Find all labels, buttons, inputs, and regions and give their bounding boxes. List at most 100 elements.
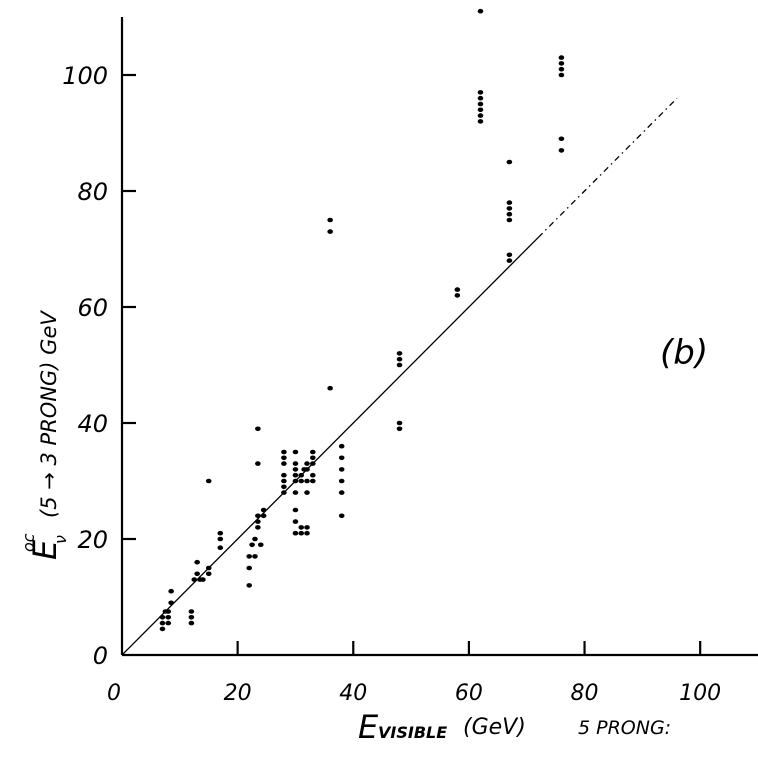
y-tick-label-40: 40 — [77, 410, 108, 438]
y-axis-label-sub: ν — [51, 535, 70, 544]
y-axis-label-main: E — [26, 539, 64, 560]
y-tick-label-100: 100 — [62, 62, 108, 90]
data-point-101 — [558, 72, 565, 78]
data-point-19 — [205, 478, 212, 484]
data-point-99 — [558, 148, 565, 153]
data-point-61 — [304, 478, 310, 484]
data-point-40 — [281, 472, 287, 478]
data-point-72 — [338, 513, 345, 519]
data-point-67 — [310, 455, 316, 461]
y-tick-label-20: 20 — [77, 526, 108, 554]
data-point-35 — [260, 513, 267, 519]
data-point-85 — [477, 119, 484, 124]
data-point-11 — [188, 609, 195, 614]
data-point-79 — [396, 420, 403, 426]
data-point-83 — [454, 293, 461, 298]
data-point-42 — [281, 455, 287, 461]
data-point-37 — [281, 490, 287, 495]
data-point-53 — [298, 530, 305, 536]
data-point-77 — [338, 443, 345, 449]
data-point-90 — [477, 90, 484, 95]
x-axis-label-main: E — [358, 708, 379, 746]
data-point-23 — [246, 583, 252, 588]
data-point-78 — [396, 426, 403, 432]
data-point-14 — [194, 559, 200, 565]
data-point-8 — [168, 588, 174, 594]
x-tick-label-40: 40 — [339, 681, 367, 706]
data-point-44 — [292, 530, 299, 536]
data-point-97 — [506, 200, 513, 205]
data-point-68 — [310, 449, 316, 455]
data-point-33 — [255, 426, 261, 432]
data-point-92 — [506, 258, 513, 263]
data-points — [159, 8, 565, 632]
tick-marks — [122, 73, 702, 655]
reference-line-solid — [121, 236, 539, 656]
data-point-31 — [255, 513, 261, 519]
x-tick-label-60: 60 — [455, 681, 483, 706]
data-point-0 — [159, 626, 166, 632]
data-point-27 — [252, 554, 258, 559]
y-tick-label-80: 80 — [77, 178, 108, 206]
x-tick-label-20: 20 — [224, 681, 252, 706]
data-point-69 — [327, 229, 333, 234]
x-tick-label-0: 0 — [107, 681, 121, 706]
data-point-98 — [506, 159, 513, 165]
data-point-46 — [292, 507, 299, 513]
data-point-84 — [454, 287, 461, 292]
x-tick-label-100: 100 — [679, 681, 721, 706]
data-point-1 — [159, 620, 166, 626]
y-axis-label: E oc ν (5 → 3 PRONG) GeV — [19, 310, 70, 560]
data-point-41 — [281, 461, 287, 466]
data-point-47 — [292, 490, 299, 495]
data-point-43 — [281, 449, 287, 455]
data-point-24 — [246, 565, 252, 571]
data-point-54 — [298, 525, 305, 530]
data-point-65 — [310, 472, 316, 478]
data-point-96 — [506, 206, 513, 211]
data-point-100 — [558, 136, 565, 142]
data-point-56 — [298, 472, 305, 478]
data-point-70 — [327, 217, 333, 223]
data-point-82 — [396, 351, 403, 356]
data-point-75 — [338, 467, 345, 472]
x-axis-label-note: 5 PRONG: — [578, 717, 671, 739]
data-point-66 — [310, 461, 316, 466]
data-point-36 — [260, 507, 267, 513]
data-point-49 — [292, 472, 299, 478]
x-axis-label: E VISIBLE (GeV) 5 PRONG: — [358, 708, 671, 746]
data-point-4 — [165, 620, 172, 626]
data-point-18 — [205, 565, 212, 571]
data-point-63 — [304, 461, 310, 466]
data-point-38 — [281, 484, 287, 490]
data-point-102 — [558, 66, 565, 72]
data-point-12 — [191, 577, 198, 582]
data-point-51 — [292, 461, 299, 466]
x-axis-label-unit: (GeV) — [463, 715, 526, 740]
data-point-26 — [249, 542, 255, 548]
data-point-16 — [200, 577, 206, 582]
data-point-76 — [338, 455, 345, 461]
data-point-48 — [292, 478, 299, 484]
y-axis-label-sup: oc — [19, 533, 38, 552]
data-point-73 — [338, 490, 345, 495]
y-axis-label-rest: (5 → 3 PRONG) GeV — [37, 310, 61, 518]
y-tick-label-0: 0 — [93, 642, 108, 670]
data-point-59 — [304, 525, 310, 530]
data-point-30 — [255, 519, 261, 524]
data-point-9 — [188, 620, 195, 626]
y-tick-label-60: 60 — [77, 294, 108, 322]
data-point-94 — [506, 217, 513, 223]
panel-label: (b) — [660, 333, 708, 373]
data-point-25 — [246, 554, 252, 559]
x-tick-label-80: 80 — [571, 681, 599, 706]
data-point-86 — [477, 113, 484, 118]
data-point-55 — [298, 478, 305, 484]
data-point-45 — [292, 519, 299, 524]
data-point-60 — [304, 490, 310, 495]
data-point-2 — [159, 615, 166, 620]
data-point-34 — [257, 542, 264, 548]
data-point-50 — [292, 467, 299, 472]
data-point-32 — [255, 461, 261, 466]
